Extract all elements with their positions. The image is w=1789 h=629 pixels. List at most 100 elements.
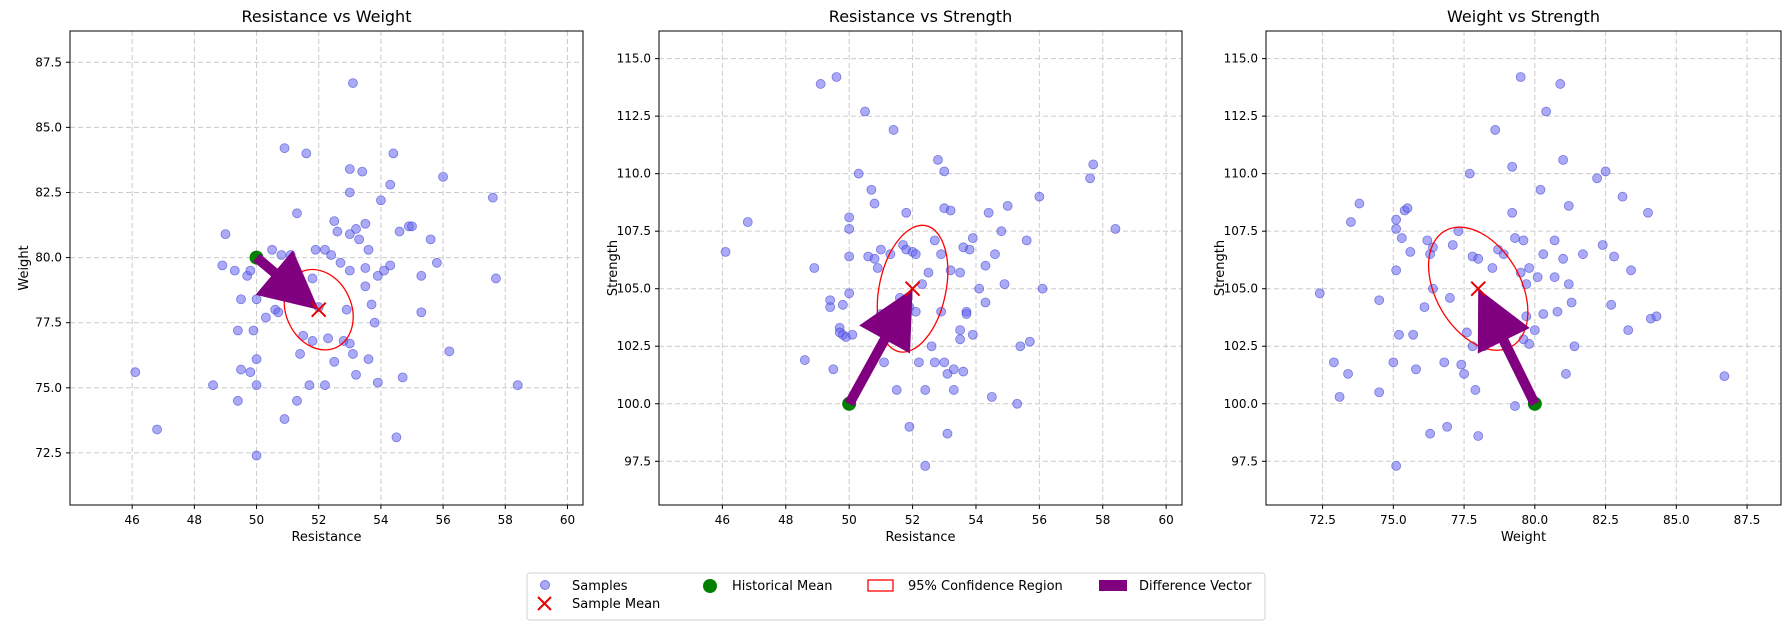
legend-samples-label: Samples <box>572 579 628 594</box>
sample-point <box>888 125 899 135</box>
sample-point <box>251 354 262 365</box>
sample-point <box>875 244 886 255</box>
sample-point <box>1651 311 1662 322</box>
sample-point <box>1561 368 1571 379</box>
sample-point <box>329 356 340 367</box>
sample-mean-marker <box>904 281 921 297</box>
sample-point <box>310 244 321 255</box>
sample-point <box>974 283 985 294</box>
sample-point <box>860 106 870 117</box>
sample-point <box>891 385 902 395</box>
sample-point <box>335 257 346 268</box>
sample-point <box>834 327 845 338</box>
sample-point <box>879 357 889 368</box>
sample-point <box>344 164 355 174</box>
subplot-title: Weight vs Strength <box>1447 7 1600 26</box>
plot-area <box>1314 72 1730 471</box>
y-tick-label: 110.0 <box>617 167 651 181</box>
subplot-3: 72.5 75.0 77.5 80.0 82.5 85.0 87.5 97.5 100.0 102… <box>1213 7 1782 545</box>
sample-point <box>872 263 883 273</box>
sample-point <box>295 349 305 359</box>
y-tick-label: 97.5 <box>1231 454 1258 468</box>
sample-point <box>1609 251 1619 262</box>
y-tick-label: 110.0 <box>1224 167 1258 181</box>
sample-point <box>267 244 277 255</box>
sample-point <box>1447 240 1458 250</box>
legend-historical-mean-label: Historical Mean <box>732 579 832 594</box>
sample-point <box>1391 214 1402 225</box>
y-tick-label: 112.5 <box>1224 109 1258 123</box>
sample-point <box>1515 72 1526 82</box>
sample-point <box>1569 341 1580 352</box>
axes-frame <box>69 30 584 506</box>
sample-point <box>298 330 309 341</box>
sample-point <box>307 273 318 284</box>
sample-point <box>1524 339 1535 349</box>
sample-point <box>939 166 950 177</box>
y-axis-label: Weight <box>17 245 32 290</box>
sample-point <box>1470 385 1481 395</box>
sample-point <box>1037 283 1048 294</box>
sample-point <box>920 385 931 395</box>
x-tick-label: 72.5 <box>1309 513 1336 527</box>
sample-point <box>326 250 337 260</box>
x-axis-label: Weight <box>1501 530 1546 545</box>
sample-point <box>217 260 228 271</box>
sample-point <box>416 307 427 318</box>
x-tick-label: 75.0 <box>1380 513 1407 527</box>
sample-point <box>385 179 396 190</box>
sample-point <box>1453 226 1464 237</box>
sample-point <box>923 267 934 278</box>
x-tick-label: 48 <box>778 513 793 527</box>
sample-point <box>1456 359 1467 370</box>
sample-point <box>1507 207 1518 218</box>
sample-point <box>828 364 839 375</box>
x-tick-label: 85.0 <box>1663 513 1690 527</box>
sample-point <box>344 265 355 276</box>
sample-point <box>220 229 231 240</box>
sample-point <box>964 244 975 255</box>
sample-point <box>983 207 994 218</box>
difference-vector-arrow <box>253 250 319 310</box>
sample-point <box>917 279 927 290</box>
sample-point <box>1563 200 1574 211</box>
sample-point <box>1623 325 1634 336</box>
sample-point <box>344 229 355 240</box>
sample-point <box>1606 299 1617 310</box>
difference-vector-arrow <box>844 288 913 407</box>
y-tick-label: 115.0 <box>617 52 651 66</box>
y-tick-label: 100.0 <box>1224 397 1258 411</box>
sample-point <box>1439 357 1450 368</box>
x-tick-label: 52 <box>905 513 920 527</box>
sample-point <box>1462 327 1472 338</box>
sample-point <box>939 357 950 368</box>
sample-point <box>1391 223 1402 234</box>
sample-point <box>332 226 343 237</box>
sample-point <box>1549 272 1560 283</box>
sample-point <box>1552 306 1563 317</box>
sample-point <box>329 216 340 227</box>
sample-point <box>394 226 405 237</box>
sample-point <box>825 302 836 313</box>
sample-point <box>1643 207 1653 218</box>
sample-point <box>491 273 501 284</box>
sample-point <box>351 224 361 234</box>
sample-point <box>292 395 302 406</box>
sample-point <box>152 424 162 435</box>
x-axis-label: Resistance <box>291 530 361 545</box>
x-tick-label: 50 <box>842 513 857 527</box>
sample-point <box>1388 357 1399 368</box>
sample-point <box>1510 233 1520 243</box>
sample-point <box>999 279 1010 290</box>
sample-point <box>1374 295 1385 306</box>
sample-point <box>1329 357 1339 368</box>
sample-point <box>363 244 374 255</box>
sample-point <box>869 198 880 209</box>
sample-point <box>360 218 371 229</box>
sample-point <box>1405 246 1416 257</box>
sample-point <box>990 249 1000 260</box>
sample-point <box>847 329 858 340</box>
sample-point <box>980 297 991 308</box>
difference-vector-arrow <box>1477 288 1540 406</box>
sample-point <box>344 338 355 349</box>
